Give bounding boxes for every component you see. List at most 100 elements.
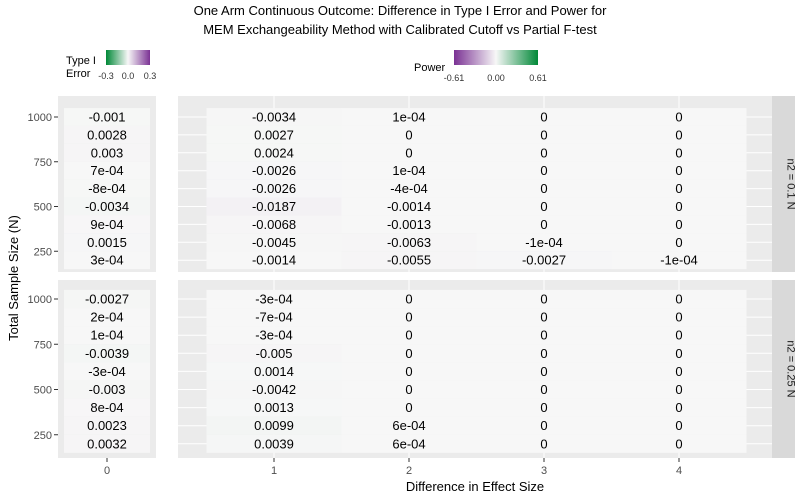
power-value-label: 6e-04 <box>392 418 425 433</box>
y-axis-tick-label: 1000 <box>28 112 52 124</box>
power-tile <box>206 398 342 417</box>
power-tile <box>611 289 747 309</box>
type1-tile <box>64 108 150 126</box>
power-tile <box>611 362 747 381</box>
power-tile <box>611 416 747 435</box>
legend-type1-tick-low: -0.3 <box>98 71 114 81</box>
power-value-label: 0 <box>540 217 547 232</box>
power-value-label: 0 <box>540 181 547 196</box>
facet-strip <box>772 280 795 458</box>
power-value-label: 6e-04 <box>392 436 425 451</box>
type1-value-label: 0.0032 <box>87 436 127 451</box>
type1-tile <box>64 289 150 309</box>
power-value-label: 0.0027 <box>254 127 294 142</box>
power-value-label: 0 <box>405 400 412 415</box>
power-tile <box>476 197 612 216</box>
power-tile <box>206 143 342 162</box>
power-tile <box>206 161 342 180</box>
power-value-label: -0.0026 <box>252 181 296 196</box>
legend-power-tick-mid: 0.00 <box>487 73 505 83</box>
type1-value-label: -0.001 <box>89 110 126 125</box>
type1-value-label: -0.0027 <box>85 292 129 307</box>
x-axis-tick-label: 3 <box>541 465 547 477</box>
type1-value-label: -3e-04 <box>88 364 126 379</box>
power-value-label: 0 <box>675 145 682 160</box>
power-tile <box>611 326 747 345</box>
power-value-label: 0.0039 <box>254 436 294 451</box>
type1-tile <box>64 308 150 327</box>
type1-tile <box>64 233 150 252</box>
power-value-label: -0.0013 <box>387 217 431 232</box>
type1-tile <box>64 416 150 435</box>
power-tile <box>341 215 477 234</box>
legend-power: Power -0.61 0.00 0.61 <box>414 50 547 83</box>
x-axis-tick-label: 2 <box>406 465 412 477</box>
power-value-label: -1e-04 <box>525 235 563 250</box>
power-tile <box>206 251 342 270</box>
y-axis-tick-label: 750 <box>34 339 52 351</box>
power-tile <box>341 125 477 144</box>
power-value-label: 0 <box>540 310 547 325</box>
power-tile <box>476 398 612 417</box>
type1-value-label: 1e-04 <box>90 328 123 343</box>
power-tile <box>341 308 477 327</box>
power-value-label: 0 <box>405 127 412 142</box>
power-value-label: 0 <box>405 364 412 379</box>
y-axis-tick-label: 250 <box>34 246 52 258</box>
power-tile <box>611 308 747 327</box>
power-tile <box>341 161 477 180</box>
power-value-label: -0.0014 <box>252 253 296 268</box>
x-axis-title: Difference in Effect Size <box>406 479 544 494</box>
power-value-label: 0 <box>675 199 682 214</box>
power-value-label: 0 <box>675 346 682 361</box>
power-tile <box>206 233 342 252</box>
type1-value-label: 3e-04 <box>90 253 123 268</box>
power-tile <box>341 434 477 453</box>
power-value-label: 0 <box>675 400 682 415</box>
power-value-label: 0 <box>675 436 682 451</box>
power-value-label: 0 <box>675 382 682 397</box>
chart-title-line-1: One Arm Continuous Outcome: Difference i… <box>194 3 607 18</box>
power-tile <box>341 380 477 399</box>
power-tile <box>341 251 477 270</box>
power-value-label: 0 <box>405 346 412 361</box>
power-tile <box>341 326 477 345</box>
power-tile <box>206 197 342 216</box>
power-tile <box>476 289 612 309</box>
power-value-label: 0 <box>540 346 547 361</box>
power-value-label: 0.0099 <box>254 418 294 433</box>
power-value-label: 0 <box>405 328 412 343</box>
x-axis-tick-label: 0 <box>104 465 110 477</box>
y-axis-tick-label: 1000 <box>28 294 52 306</box>
power-value-label: 0 <box>675 235 682 250</box>
power-tile <box>476 143 612 162</box>
y-axis-tick-label: 250 <box>34 430 52 442</box>
power-tile <box>206 289 342 309</box>
type1-tile <box>64 362 150 381</box>
power-value-label: -0.0026 <box>252 163 296 178</box>
type1-tile <box>64 326 150 345</box>
legend-type1-title-line-1: Type I <box>66 55 96 67</box>
type1-value-label: 2e-04 <box>90 310 123 325</box>
legend-power-tick-low: -0.61 <box>444 73 465 83</box>
power-value-label: 0 <box>540 292 547 307</box>
power-tile <box>341 344 477 363</box>
power-tile <box>611 179 747 198</box>
power-value-label: 1e-04 <box>392 110 425 125</box>
power-tile <box>611 161 747 180</box>
power-tile <box>206 416 342 435</box>
power-value-label: 0 <box>540 199 547 214</box>
type1-tile <box>64 215 150 234</box>
power-tile <box>341 398 477 417</box>
power-value-label: 0 <box>540 110 547 125</box>
type1-tile <box>64 161 150 180</box>
type1-tile <box>64 344 150 363</box>
legend-power-tick-high: 0.61 <box>529 73 547 83</box>
type1-value-label: 9e-04 <box>90 217 123 232</box>
power-tile <box>611 143 747 162</box>
x-axis-tick-label: 1 <box>271 465 277 477</box>
power-tile <box>341 197 477 216</box>
power-value-label: -4e-04 <box>390 181 428 196</box>
power-value-label: 0 <box>540 328 547 343</box>
